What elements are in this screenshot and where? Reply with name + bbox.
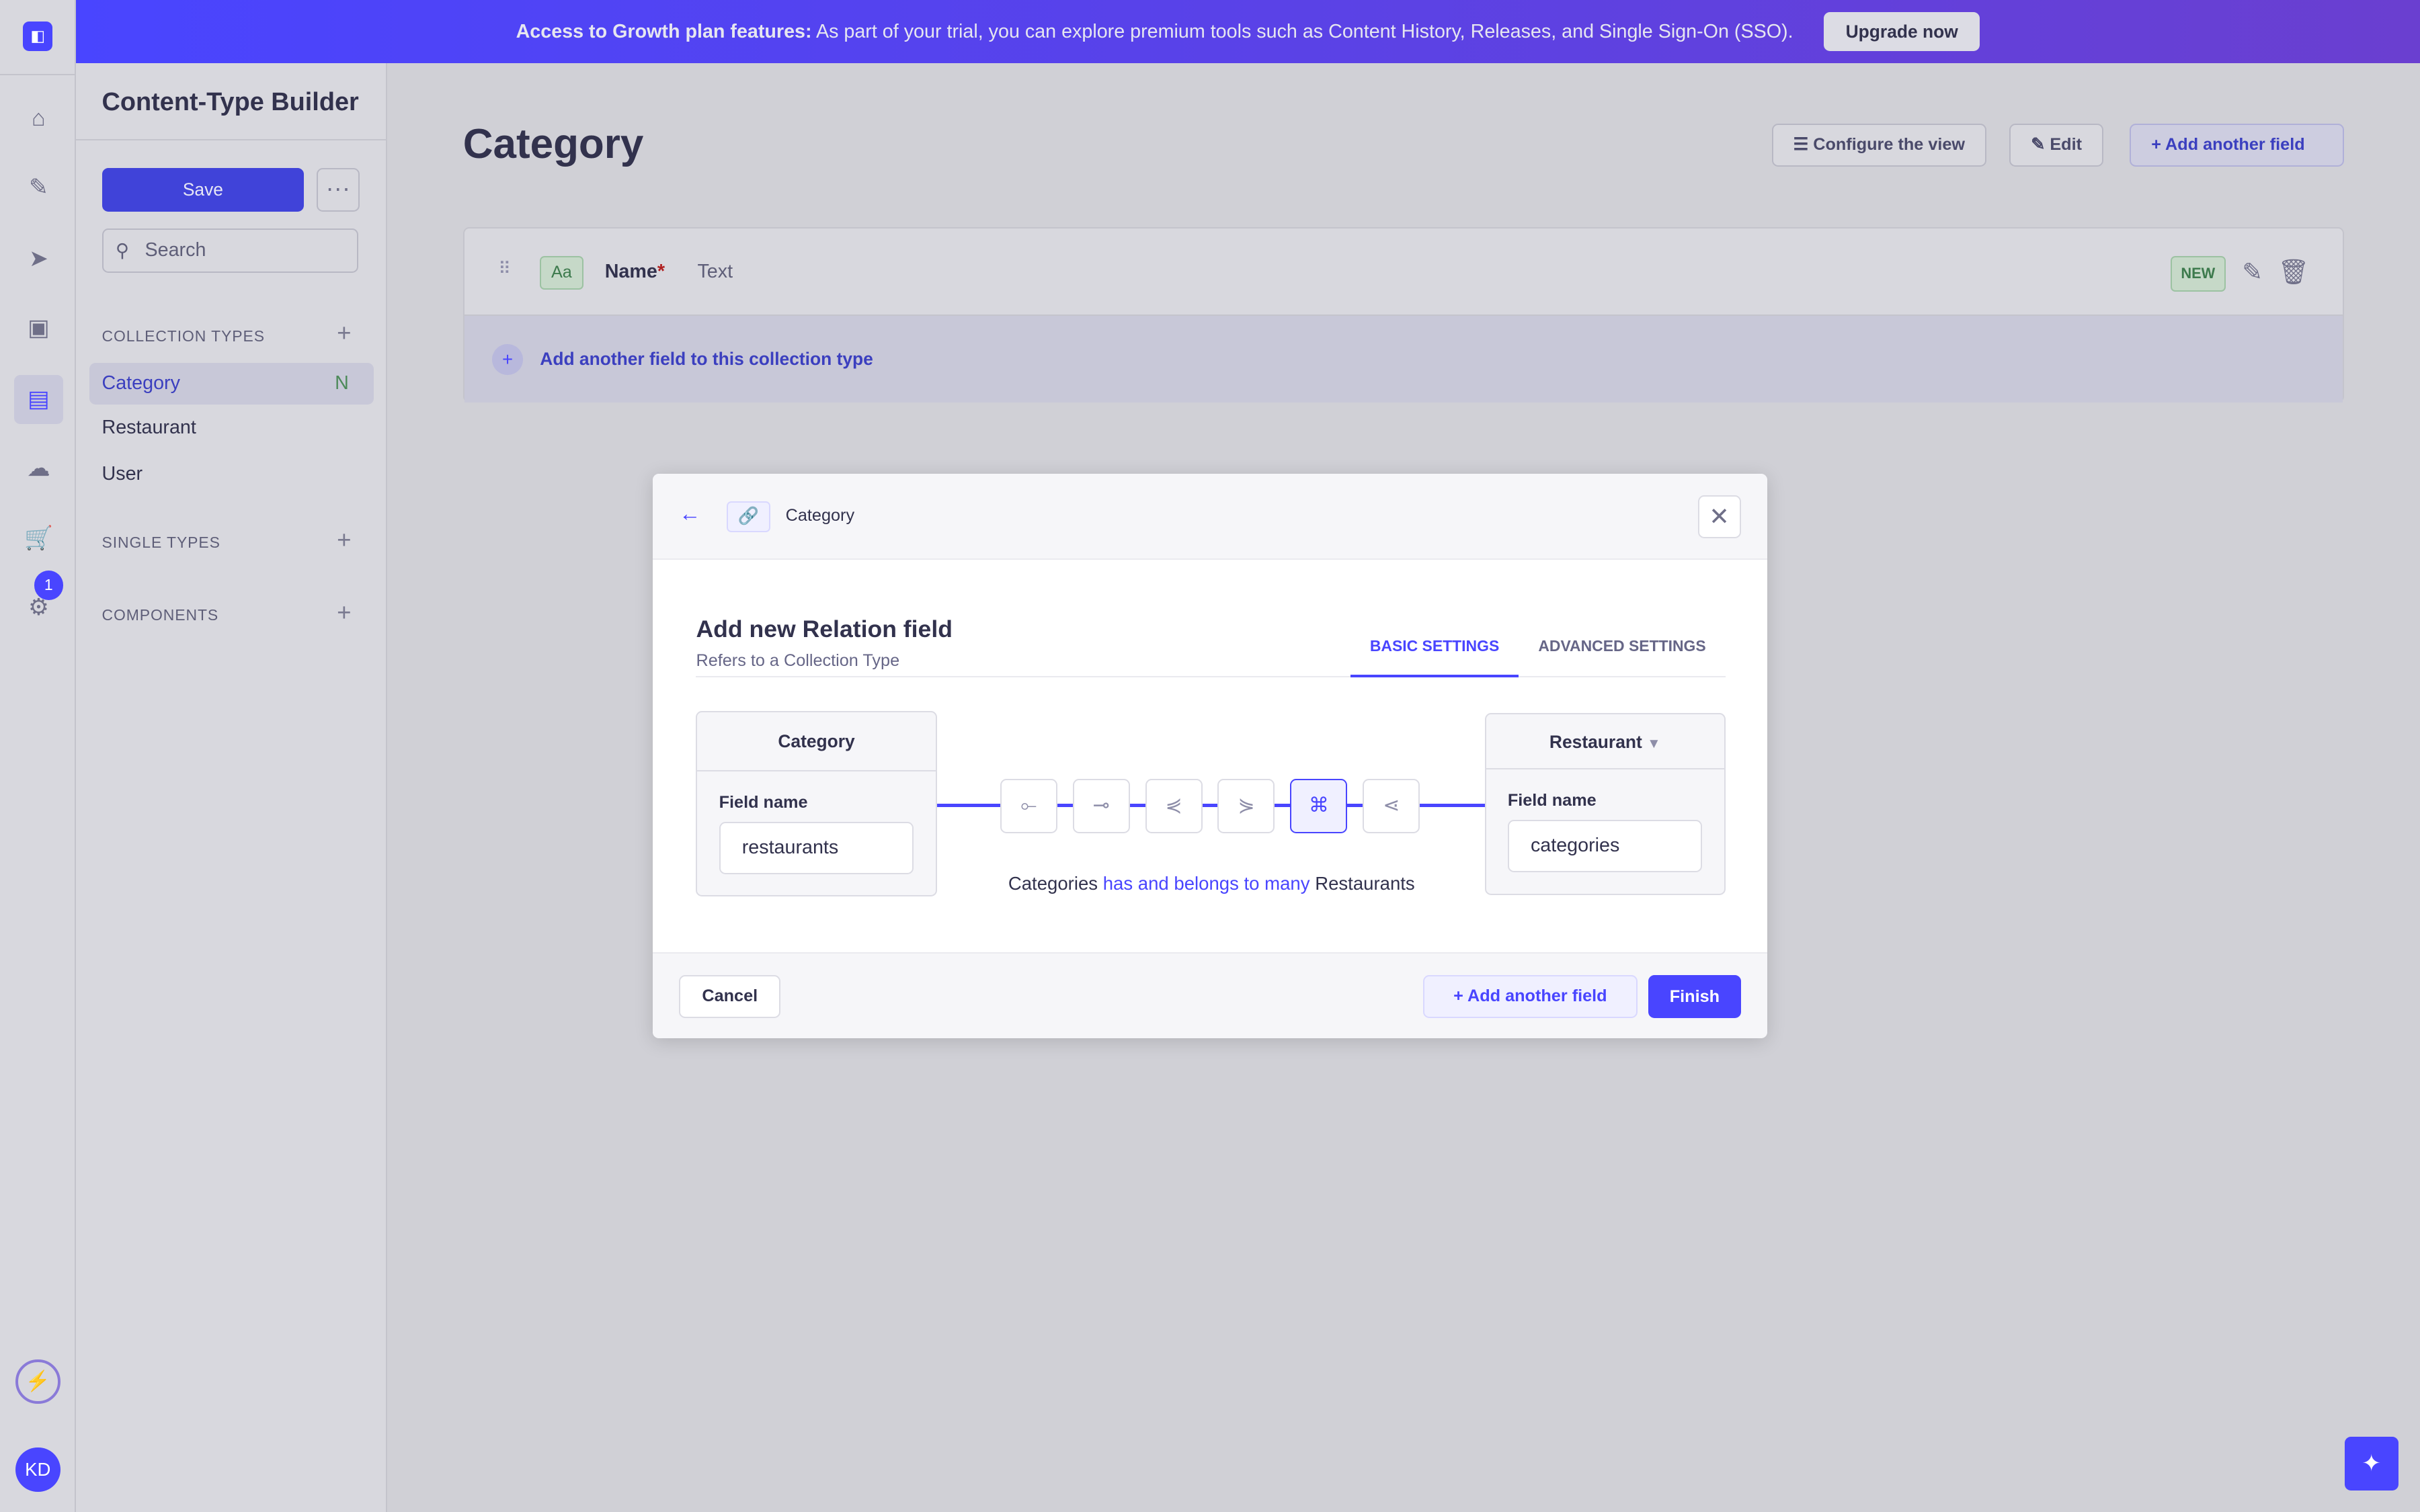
components-heading: COMPONENTS + [102, 598, 352, 626]
add-single-type-icon[interactable]: + [337, 526, 352, 554]
add-field-row[interactable]: + Add another field to this collection t… [464, 316, 2343, 403]
target-select[interactable]: Restaurant ▼ [1486, 714, 1724, 770]
field-row[interactable]: ⠿ Aa Name* Text NEW ✎ 🗑 [464, 228, 2343, 317]
cancel-button[interactable]: Cancel [679, 974, 781, 1018]
more-button[interactable]: ··· [316, 168, 360, 212]
edit-button[interactable]: ✎ Edit [2009, 123, 2103, 167]
modal-title: Add new Relation field [696, 616, 953, 643]
plus-icon: + [2151, 134, 2166, 154]
single-types-heading: SINGLE TYPES + [102, 526, 352, 554]
configure-view-button[interactable]: ☰ Configure the view [1771, 123, 1986, 167]
drag-handle-icon[interactable]: ⠿ [498, 259, 511, 279]
new-badge: NEW [2170, 255, 2226, 292]
banner-bold: Access to Growth plan features: [516, 20, 812, 42]
sidebar-item-restaurant[interactable]: Restaurant [102, 417, 196, 439]
tab-basic-settings[interactable]: BASIC SETTINGS [1350, 637, 1519, 677]
feather-icon[interactable]: ✎ [28, 175, 48, 201]
text-type-icon: Aa [540, 255, 583, 290]
sidebar: Content-Type Builder Save ··· ⚲ Search CO… [75, 63, 388, 1512]
lightning-icon[interactable]: ⚡ [15, 1359, 61, 1404]
main-nav: ◧ ⌂ ✎ ➤ ▣ ▤ ☁ 🛒 ⚙ 1 ⚡ KD [0, 0, 76, 1512]
link-icon: 🔗 [727, 501, 770, 533]
layout-icon[interactable]: ▤ [13, 374, 64, 425]
one-to-one-relation-icon[interactable]: ⊸ [1072, 779, 1130, 833]
upgrade-button[interactable]: Upgrade now [1824, 11, 1980, 52]
modal-header: ← 🔗 Category ✕ [653, 473, 1767, 560]
relation-sentence: Categories has and belongs to many Resta… [1008, 873, 1415, 894]
many-to-many-relation-icon[interactable]: ⌘ [1290, 779, 1348, 833]
add-component-icon[interactable]: + [337, 598, 352, 626]
sidebar-item-category[interactable]: Category N [89, 362, 374, 405]
breadcrumb: Category [785, 506, 855, 526]
target-field-name-input[interactable]: categories [1507, 820, 1703, 873]
cloud-icon[interactable]: ☁ [27, 456, 50, 482]
save-button[interactable]: Save [102, 168, 305, 212]
pencil-icon[interactable]: ✎ [2242, 258, 2263, 286]
page-title: Category [462, 121, 644, 168]
pencil-icon: ✎ [2031, 134, 2050, 154]
notification-badge: 1 [34, 571, 64, 601]
search-icon: ⚲ [115, 239, 130, 261]
one-to-many-relation-icon[interactable]: ⋞ [1145, 779, 1203, 833]
tab-advanced-settings[interactable]: ADVANCED SETTINGS [1538, 637, 1706, 655]
add-another-field-button[interactable]: + Add another field [1422, 974, 1638, 1018]
modal-subtitle: Refers to a Collection Type [696, 650, 900, 670]
media-icon[interactable]: ▣ [28, 315, 50, 341]
cart-icon[interactable]: 🛒 [24, 525, 53, 551]
sidebar-title: Content-Type Builder [102, 87, 359, 116]
collection-types-heading: COLLECTION TYPES + [102, 319, 352, 347]
add-another-field-button[interactable]: + Add another field [2130, 123, 2345, 167]
divider [75, 138, 388, 140]
plus-icon: + [492, 343, 523, 375]
source-content-type: Category Field name restaurants [696, 711, 937, 896]
fields-list: ⠿ Aa Name* Text NEW ✎ 🗑 + Add another fi… [462, 226, 2345, 403]
sidebar-item-user[interactable]: User [102, 462, 143, 485]
many-to-one-relation-icon[interactable]: ⋟ [1217, 779, 1275, 833]
close-icon[interactable]: ✕ [1697, 495, 1741, 539]
source-field-name-input[interactable]: restaurants [719, 821, 914, 874]
divider [0, 74, 76, 76]
trial-banner: Access to Growth plan features: As part … [75, 0, 2420, 64]
target-content-type: Restaurant ▼ Field name categories [1484, 712, 1726, 895]
strapi-logo[interactable]: ◧ [23, 22, 53, 51]
one-way-relation-icon[interactable]: ⟜ [1000, 779, 1057, 833]
divider [696, 675, 1726, 677]
new-badge: N [335, 372, 349, 394]
field-name: Name* [604, 260, 665, 282]
back-arrow-icon[interactable]: ← [679, 501, 701, 526]
add-collection-icon[interactable]: + [337, 319, 352, 347]
plus-icon: + [1453, 986, 1467, 1005]
relation-line [936, 804, 1486, 807]
ai-assistant-sparkle-icon[interactable]: ✦ [2344, 1436, 2398, 1490]
avatar[interactable]: KD [15, 1447, 61, 1493]
send-icon[interactable]: ➤ [28, 245, 48, 271]
list-icon: ☰ [1793, 134, 1814, 154]
relation-modal: ← 🔗 Category ✕ Add new Relation field Re… [653, 473, 1767, 1039]
modal-footer: Cancel + Add another field Finish [653, 952, 1767, 1039]
many-way-relation-icon[interactable]: ⋖ [1363, 779, 1420, 833]
trash-icon[interactable]: 🗑 [2277, 258, 2309, 286]
home-icon[interactable]: ⌂ [31, 106, 46, 132]
banner-text: As part of your trial, you can explore p… [815, 20, 1793, 42]
caret-down-icon: ▼ [1647, 735, 1661, 751]
finish-button[interactable]: Finish [1648, 974, 1741, 1018]
search-input[interactable]: ⚲ Search [102, 228, 358, 274]
field-type: Text [697, 260, 733, 282]
